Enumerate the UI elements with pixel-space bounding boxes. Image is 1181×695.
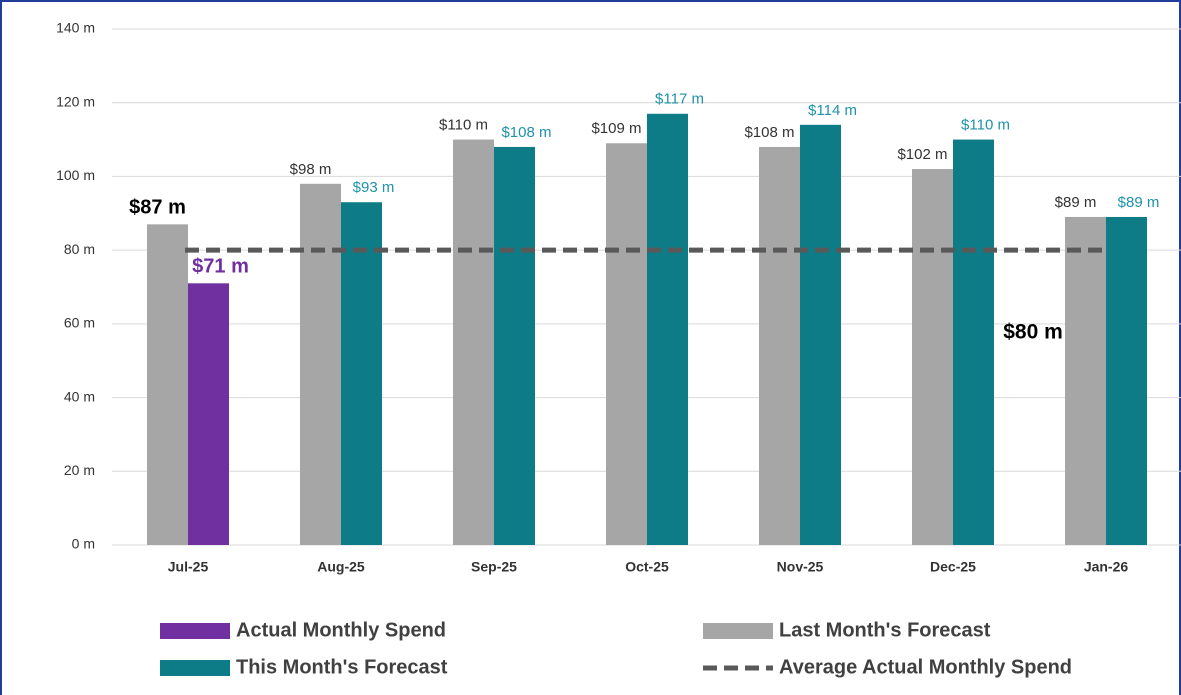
- y-tick-label: 40 m: [64, 388, 95, 404]
- bar: [494, 146, 535, 545]
- y-tick-label: 140 m: [56, 20, 95, 36]
- y-tick-label: 100 m: [56, 167, 95, 183]
- y-tick-label: 20 m: [64, 462, 95, 478]
- bar: [300, 183, 341, 546]
- bar: [1065, 216, 1106, 545]
- value-label: $89 m: [1055, 194, 1097, 211]
- bar: [800, 124, 841, 545]
- legend-label: Last Month's Forecast: [779, 619, 991, 641]
- y-tick-label: 80 m: [64, 241, 95, 257]
- legend-label: This Month's Forecast: [236, 656, 448, 678]
- value-label: $98 m: [290, 161, 332, 178]
- bar: [759, 146, 800, 545]
- bar: [647, 113, 688, 546]
- x-tick-label: Sep-25: [471, 559, 517, 575]
- value-label: $71 m: [192, 256, 249, 278]
- value-label: $110 m: [439, 117, 488, 134]
- x-tick-label: Dec-25: [930, 559, 976, 575]
- bar: [341, 202, 382, 545]
- value-label: $108 m: [501, 124, 551, 141]
- value-label: $114 m: [808, 102, 857, 119]
- bar: [453, 139, 494, 546]
- average-label: $80 m: [1003, 321, 1063, 344]
- x-tick-label: Jan-26: [1084, 559, 1129, 575]
- bar: [912, 169, 953, 546]
- y-tick-label: 60 m: [64, 315, 95, 331]
- value-label: $87 m: [129, 197, 186, 219]
- bar: [188, 283, 229, 545]
- legend-label: Actual Monthly Spend: [236, 619, 446, 641]
- value-label: $102 m: [897, 146, 947, 163]
- value-label: $89 m: [1118, 194, 1160, 211]
- legend-swatch: [160, 623, 230, 639]
- value-label: $93 m: [353, 179, 395, 196]
- y-tick-label: 0 m: [72, 536, 95, 552]
- bar: [606, 143, 647, 545]
- x-tick-label: Aug-25: [317, 559, 365, 575]
- bar: [953, 139, 994, 546]
- x-tick-label: Jul-25: [168, 559, 209, 575]
- x-tick-label: Oct-25: [625, 559, 669, 575]
- legend-swatch: [703, 623, 773, 639]
- value-label: $117 m: [655, 91, 704, 108]
- value-label: $108 m: [744, 124, 794, 141]
- y-tick-label: 120 m: [56, 93, 95, 109]
- x-tick-label: Nov-25: [777, 559, 824, 575]
- value-label: $110 m: [961, 117, 1010, 134]
- value-label: $109 m: [591, 120, 641, 137]
- legend-label: Average Actual Monthly Spend: [779, 656, 1072, 678]
- bar: [1106, 216, 1147, 545]
- legend-swatch: [160, 660, 230, 676]
- bar: [147, 224, 188, 546]
